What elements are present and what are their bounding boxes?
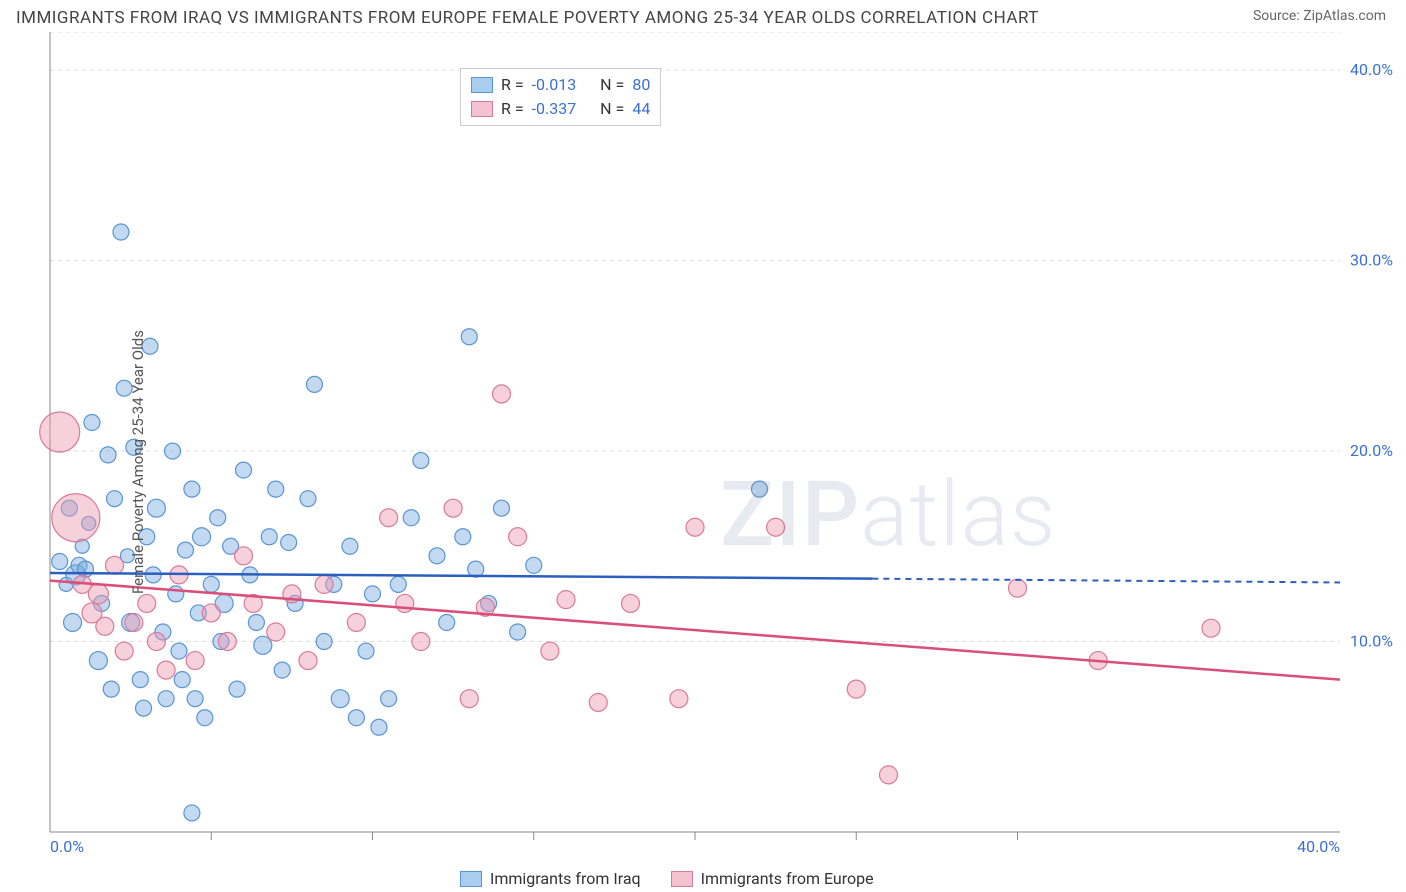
svg-text:40.0%: 40.0% xyxy=(1350,60,1393,79)
svg-text:10.0%: 10.0% xyxy=(1350,632,1393,651)
svg-text:20.0%: 20.0% xyxy=(1350,441,1393,460)
legend-row: R = -0.013 N = 80 xyxy=(471,73,650,97)
legend-row: R = -0.337 N = 44 xyxy=(471,97,650,121)
chart-title: IMMIGRANTS FROM IRAQ VS IMMIGRANTS FROM … xyxy=(16,8,1039,28)
legend-item: Immigrants from Iraq xyxy=(460,869,641,888)
correlation-scatter-chart: 10.0% 20.0% 30.0% 40.0% 0.0% 40.0% xyxy=(0,32,1406,852)
legend-item: Immigrants from Europe xyxy=(671,869,874,888)
svg-text:0.0%: 0.0% xyxy=(50,837,84,852)
correlation-legend: R = -0.013 N = 80R = -0.337 N = 44 xyxy=(460,68,661,126)
svg-text:40.0%: 40.0% xyxy=(1297,837,1340,852)
series-legend: Immigrants from Iraq Immigrants from Euro… xyxy=(460,869,874,888)
source-attribution: Source: ZipAtlas.com xyxy=(1253,8,1386,24)
y-axis-label: Female Poverty Among 25-34 Year Olds xyxy=(129,330,147,594)
svg-text:30.0%: 30.0% xyxy=(1350,251,1393,270)
